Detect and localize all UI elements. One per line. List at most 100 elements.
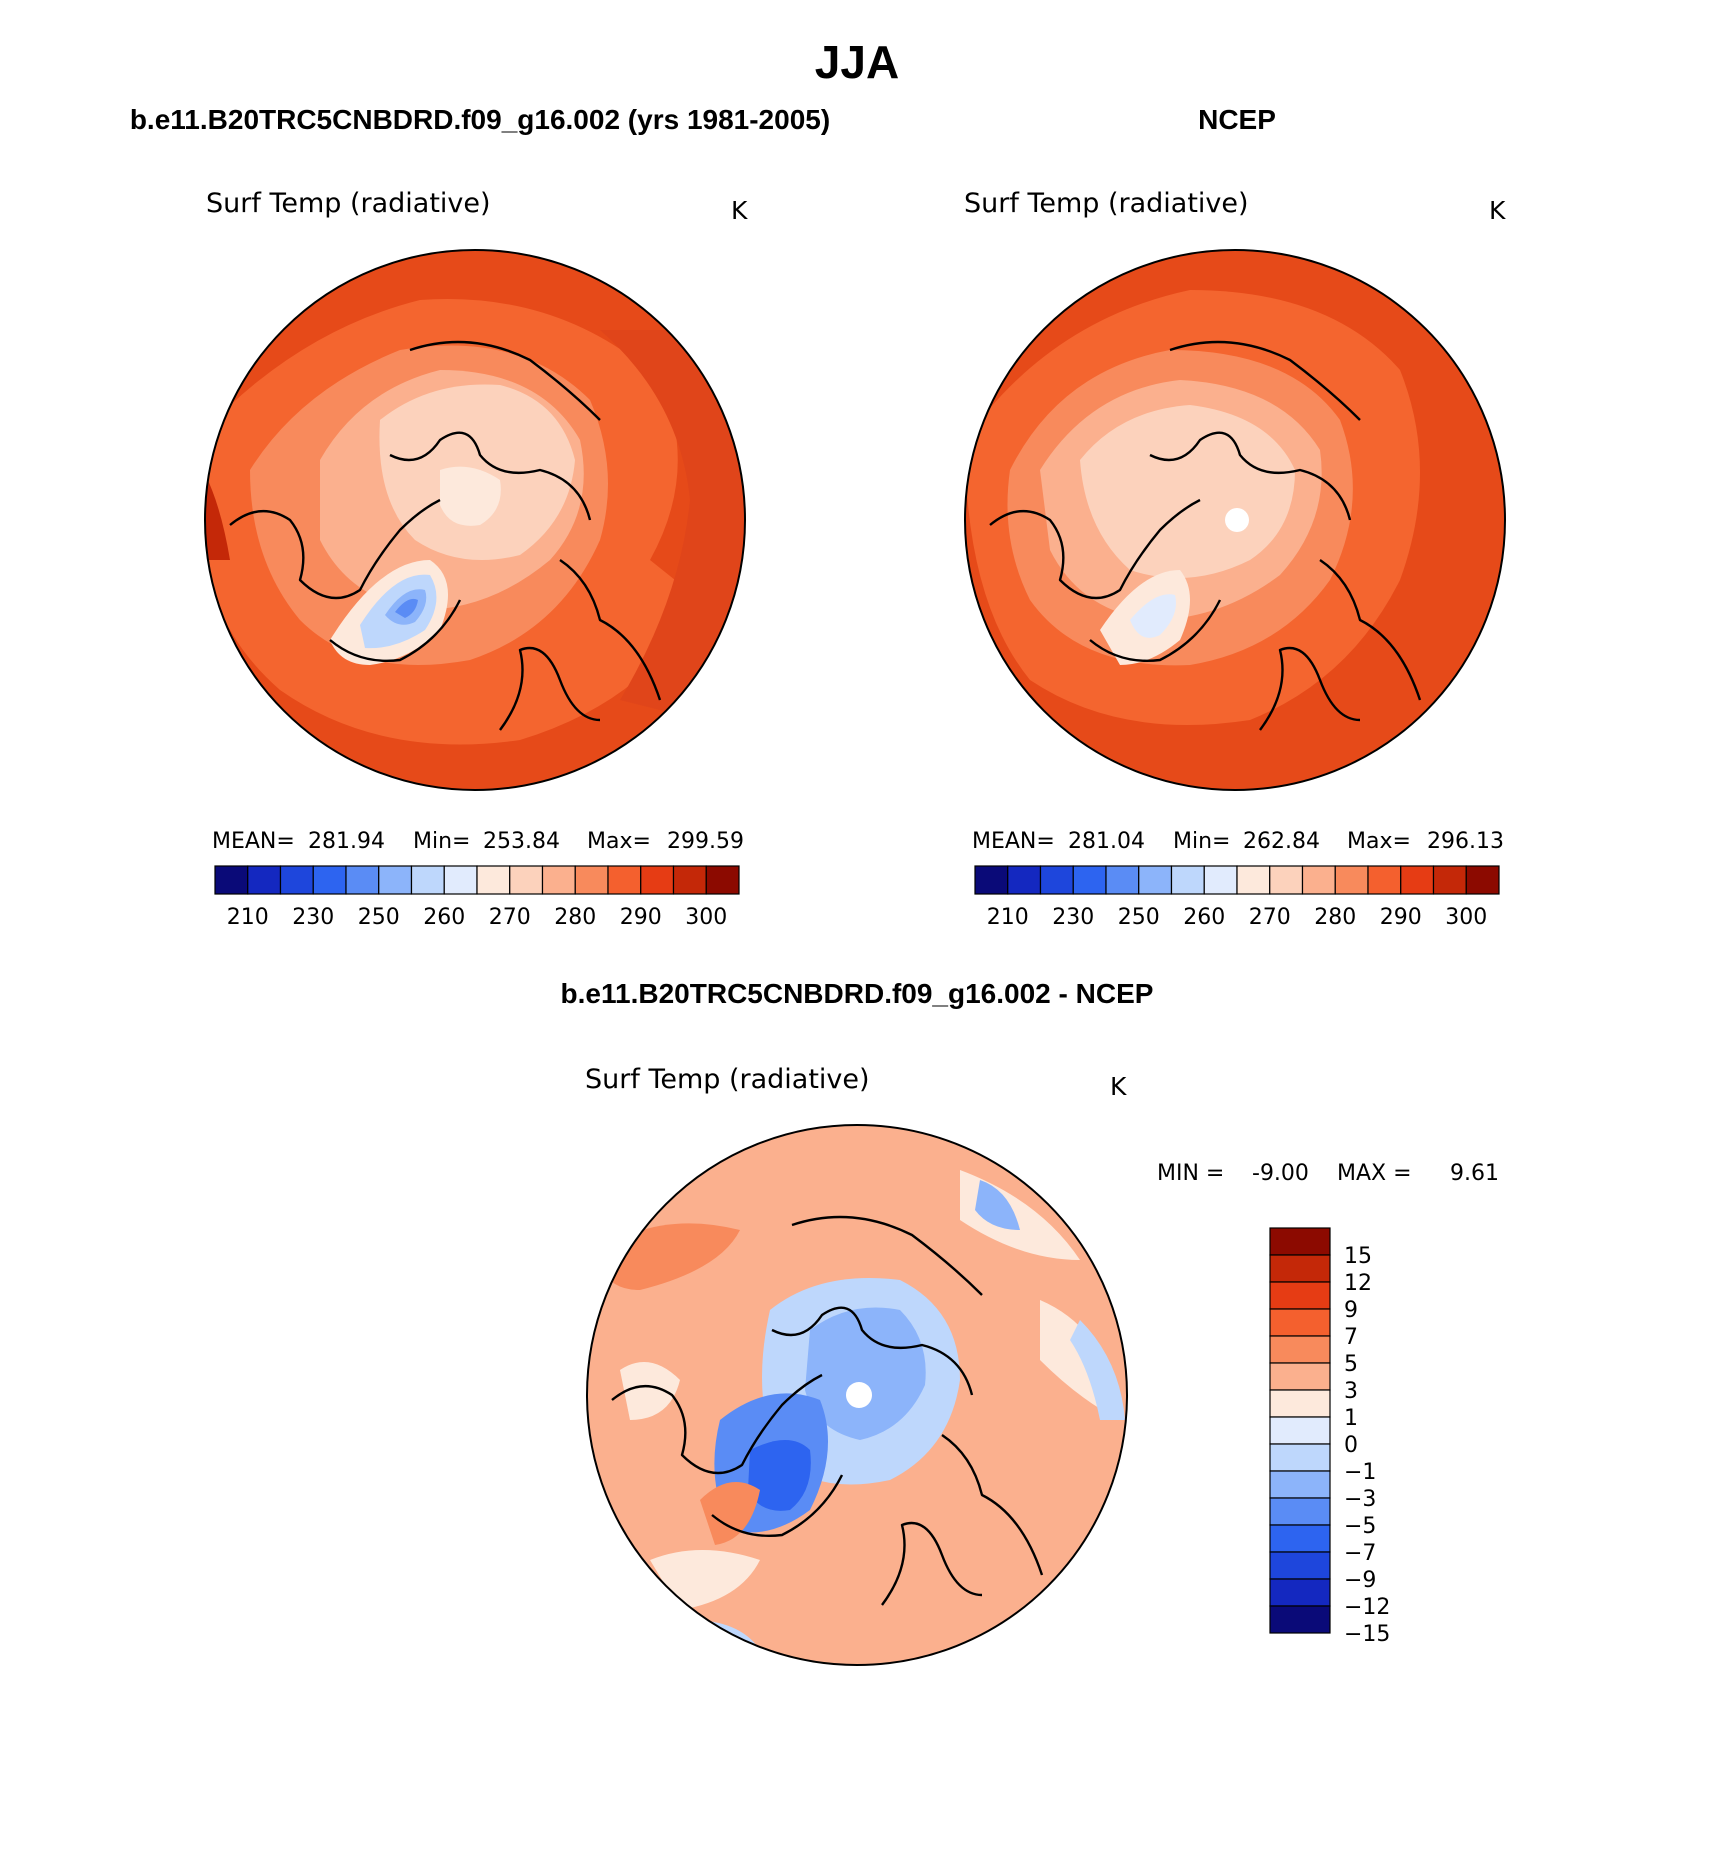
model-min-value: 253.84 bbox=[483, 829, 560, 854]
season-title: JJA bbox=[815, 36, 899, 88]
model-polar-map bbox=[205, 250, 745, 790]
ncep-colorbar-box bbox=[1072, 865, 1107, 895]
model-max-value: 299.59 bbox=[667, 829, 744, 854]
model-colorbar-tick-label: 290 bbox=[620, 905, 662, 930]
model-colorbar-box bbox=[541, 865, 576, 895]
model-colorbar-box bbox=[312, 865, 347, 895]
model-colorbar: 210 230 250 260 270 280 290 300 bbox=[214, 865, 740, 930]
ncep-colorbar-box bbox=[1105, 865, 1140, 895]
diff-colorbar-tick-label: −3 bbox=[1344, 1487, 1376, 1512]
model-colorbar-tick-label: 270 bbox=[489, 905, 531, 930]
diff-colorbar-box bbox=[1269, 1524, 1331, 1553]
model-colorbar-box bbox=[247, 865, 282, 895]
ncep-colorbar-box bbox=[1334, 865, 1369, 895]
model-colorbar-box bbox=[279, 865, 314, 895]
ncep-colorbar-box bbox=[1203, 865, 1238, 895]
diff-panel-heading: b.e11.B20TRC5CNBDRD.f09_g16.002 - NCEP bbox=[561, 978, 1154, 1009]
diff-units-label: K bbox=[1110, 1072, 1127, 1101]
model-colorbar-tick-label: 230 bbox=[292, 905, 334, 930]
ncep-colorbar-box bbox=[1367, 865, 1402, 895]
diff-colorbar-box bbox=[1269, 1254, 1331, 1283]
ncep-colorbar-tick-label: 210 bbox=[987, 905, 1029, 930]
ncep-min-label: Min= bbox=[1173, 829, 1230, 854]
ncep-colorbar-box bbox=[1039, 865, 1074, 895]
diff-max-label: MAX = bbox=[1337, 1161, 1412, 1186]
ncep-colorbar-tick-label: 300 bbox=[1445, 905, 1487, 930]
model-colorbar-box bbox=[443, 865, 478, 895]
ncep-colorbar-box bbox=[1269, 865, 1304, 895]
diff-colorbar-tick-label: −9 bbox=[1344, 1568, 1376, 1593]
diff-map-border bbox=[586, 1124, 1128, 1666]
diff-colorbar-box bbox=[1269, 1497, 1331, 1526]
model-min-label: Min= bbox=[413, 829, 470, 854]
diff-minmax: MIN = -9.00 MAX = 9.61 bbox=[1157, 1161, 1499, 1186]
ncep-colorbar-box bbox=[1138, 865, 1173, 895]
ncep-polar-map bbox=[965, 250, 1505, 790]
diff-colorbar-box bbox=[1269, 1551, 1331, 1580]
model-units-label: K bbox=[731, 196, 748, 225]
model-mean-value: 281.94 bbox=[308, 829, 385, 854]
model-colorbar-box bbox=[476, 865, 511, 895]
ncep-colorbar-box bbox=[1170, 865, 1205, 895]
diff-colorbar-box bbox=[1269, 1605, 1331, 1634]
ncep-max-label: Max= bbox=[1347, 829, 1411, 854]
ncep-colorbar-box bbox=[1007, 865, 1042, 895]
ncep-colorbar-box bbox=[1400, 865, 1435, 895]
diff-colorbar-tick-label: −1 bbox=[1344, 1460, 1376, 1485]
diff-colorbar-box bbox=[1269, 1389, 1331, 1418]
ncep-panel-heading: NCEP bbox=[1198, 104, 1276, 135]
ncep-pole-hole bbox=[1225, 508, 1249, 532]
model-colorbar-box bbox=[410, 865, 445, 895]
model-colorbar-tick-label: 280 bbox=[554, 905, 596, 930]
model-colorbar-tick-label: 210 bbox=[227, 905, 269, 930]
diff-colorbar-box bbox=[1269, 1227, 1331, 1256]
model-colorbar-tick-label: 260 bbox=[423, 905, 465, 930]
ncep-colorbar-box bbox=[1236, 865, 1271, 895]
ncep-colorbar-tick-label: 290 bbox=[1380, 905, 1422, 930]
ncep-max-value: 296.13 bbox=[1427, 829, 1504, 854]
model-mean-label: MEAN= bbox=[212, 829, 295, 854]
ncep-colorbar-tick-label: 250 bbox=[1118, 905, 1160, 930]
model-colorbar-box bbox=[214, 865, 249, 895]
model-panel-heading: b.e11.B20TRC5CNBDRD.f09_g16.002 (yrs 198… bbox=[130, 104, 830, 135]
diff-colorbar-tick-label: 7 bbox=[1344, 1325, 1358, 1350]
model-colorbar-box bbox=[378, 865, 413, 895]
model-colorbar-box bbox=[640, 865, 675, 895]
diff-max-value: 9.61 bbox=[1450, 1161, 1499, 1186]
model-map-border bbox=[204, 249, 746, 791]
ncep-map-border bbox=[964, 249, 1506, 791]
diff-colorbar-tick-label: −7 bbox=[1344, 1541, 1376, 1566]
ncep-colorbar-box bbox=[1432, 865, 1467, 895]
diff-colorbar-box bbox=[1269, 1416, 1331, 1445]
ncep-colorbar: 210 230 250 260 270 280 290 300 bbox=[974, 865, 1500, 930]
diff-colorbar-tick-label: 5 bbox=[1344, 1352, 1358, 1377]
ncep-mean-label: MEAN= bbox=[972, 829, 1055, 854]
diff-variable-label: Surf Temp (radiative) bbox=[585, 1064, 870, 1095]
diff-pole-hole bbox=[846, 1382, 872, 1408]
diff-colorbar-tick-label: 3 bbox=[1344, 1379, 1358, 1404]
diff-colorbar-box bbox=[1269, 1281, 1331, 1310]
diff-colorbar-tick-label: 15 bbox=[1344, 1244, 1372, 1269]
diff-colorbar-tick-label: 1 bbox=[1344, 1406, 1358, 1431]
model-colorbar-box bbox=[672, 865, 707, 895]
model-colorbar-box bbox=[705, 865, 740, 895]
ncep-variable-label: Surf Temp (radiative) bbox=[964, 188, 1249, 219]
ncep-stats: MEAN= 281.04 Min= 262.84 Max= 296.13 bbox=[972, 829, 1504, 854]
ncep-colorbar-tick-label: 270 bbox=[1249, 905, 1291, 930]
diff-polar-map bbox=[587, 1125, 1127, 1665]
model-colorbar-tick-label: 300 bbox=[685, 905, 727, 930]
diff-min-value: -9.00 bbox=[1252, 1161, 1309, 1186]
diff-colorbar-tick-label: −12 bbox=[1344, 1595, 1390, 1620]
diff-colorbar-box bbox=[1269, 1578, 1331, 1607]
diff-colorbar-tick-label: 0 bbox=[1344, 1433, 1358, 1458]
diff-colorbar-tick-label: 9 bbox=[1344, 1298, 1358, 1323]
ncep-colorbar-tick-label: 260 bbox=[1183, 905, 1225, 930]
ncep-colorbar-box bbox=[1301, 865, 1336, 895]
ncep-colorbar-box bbox=[1465, 865, 1500, 895]
diff-colorbar-tick-label: −15 bbox=[1344, 1622, 1390, 1647]
diff-colorbar-box bbox=[1269, 1335, 1331, 1364]
ncep-min-value: 262.84 bbox=[1243, 829, 1320, 854]
model-colorbar-box bbox=[574, 865, 609, 895]
